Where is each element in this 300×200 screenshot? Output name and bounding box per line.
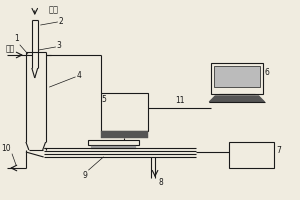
Text: 1: 1 (15, 34, 20, 43)
Bar (214, 66, 260, 87)
Bar (211, 63, 262, 94)
Polygon shape (209, 96, 265, 102)
Bar (101, 93, 148, 131)
Text: 10: 10 (2, 144, 11, 153)
Text: 9: 9 (83, 171, 88, 180)
Text: 11: 11 (175, 96, 184, 105)
Text: 載氣: 載氣 (5, 44, 14, 53)
Bar (44, 147, 196, 156)
Text: 8: 8 (158, 178, 163, 187)
Text: 进样: 进样 (49, 5, 58, 14)
Bar (229, 142, 274, 168)
Bar (91, 146, 136, 149)
Text: 6: 6 (265, 68, 269, 77)
Bar (88, 140, 139, 145)
Text: 4: 4 (76, 72, 81, 80)
Text: 3: 3 (56, 42, 61, 50)
Text: 5: 5 (102, 95, 107, 104)
Text: 2: 2 (58, 17, 63, 25)
Text: 7: 7 (276, 146, 281, 155)
Bar (101, 131, 148, 138)
